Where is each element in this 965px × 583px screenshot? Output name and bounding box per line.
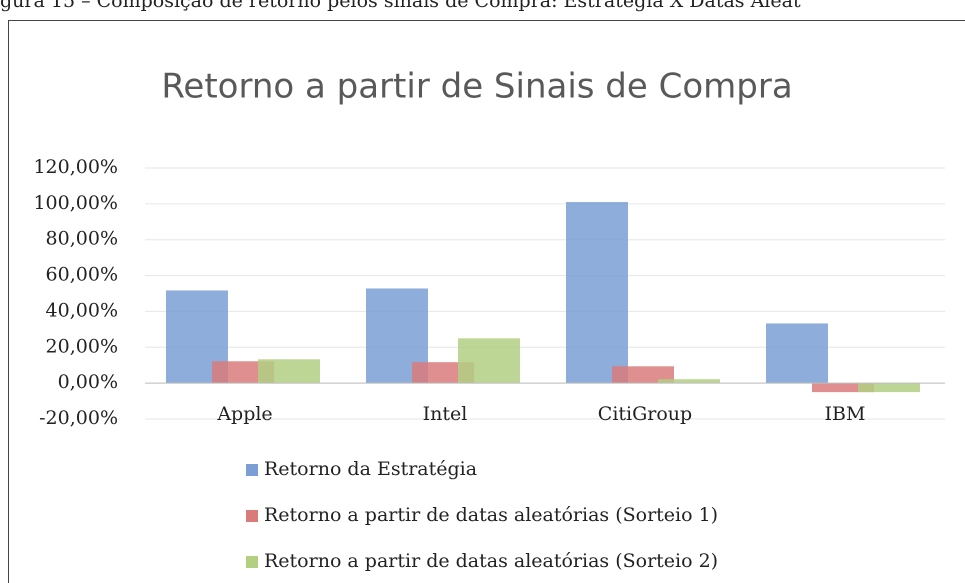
chart-title: Retorno a partir de Sinais de Compra	[161, 67, 792, 107]
legend-label: Retorno da Estratégia	[264, 458, 477, 480]
bar	[566, 202, 628, 384]
x-tick-label: Intel	[423, 403, 468, 425]
bar	[658, 379, 720, 384]
legend-swatch	[246, 556, 258, 568]
bar	[258, 359, 320, 384]
x-tick-label: Apple	[216, 403, 272, 425]
x-tick-label: IBM	[825, 403, 866, 425]
y-tick-label: 120,00%	[33, 156, 118, 178]
bar	[612, 366, 674, 384]
bar	[812, 383, 874, 393]
chart-border	[8, 20, 965, 583]
legend-swatch	[246, 464, 258, 476]
y-tick-label: 0,00%	[58, 371, 118, 393]
y-tick-label: 20,00%	[46, 335, 118, 357]
caption: gura 15 – Composição de retorno pelos si…	[0, 0, 801, 12]
y-tick-label: 100,00%	[33, 192, 118, 214]
y-tick-label: 80,00%	[46, 228, 118, 250]
y-tick-label: 60,00%	[46, 264, 118, 286]
y-tick-label: 40,00%	[46, 299, 118, 321]
bar	[458, 338, 520, 384]
y-tick-label: -20,00%	[39, 407, 118, 429]
legend-label: Retorno a partir de datas aleatórias (So…	[264, 550, 718, 572]
x-tick-label: CitiGroup	[598, 403, 692, 425]
legend-label: Retorno a partir de datas aleatórias (So…	[264, 504, 718, 526]
bar	[858, 383, 920, 393]
legend-swatch	[246, 510, 258, 522]
bar	[766, 323, 828, 384]
